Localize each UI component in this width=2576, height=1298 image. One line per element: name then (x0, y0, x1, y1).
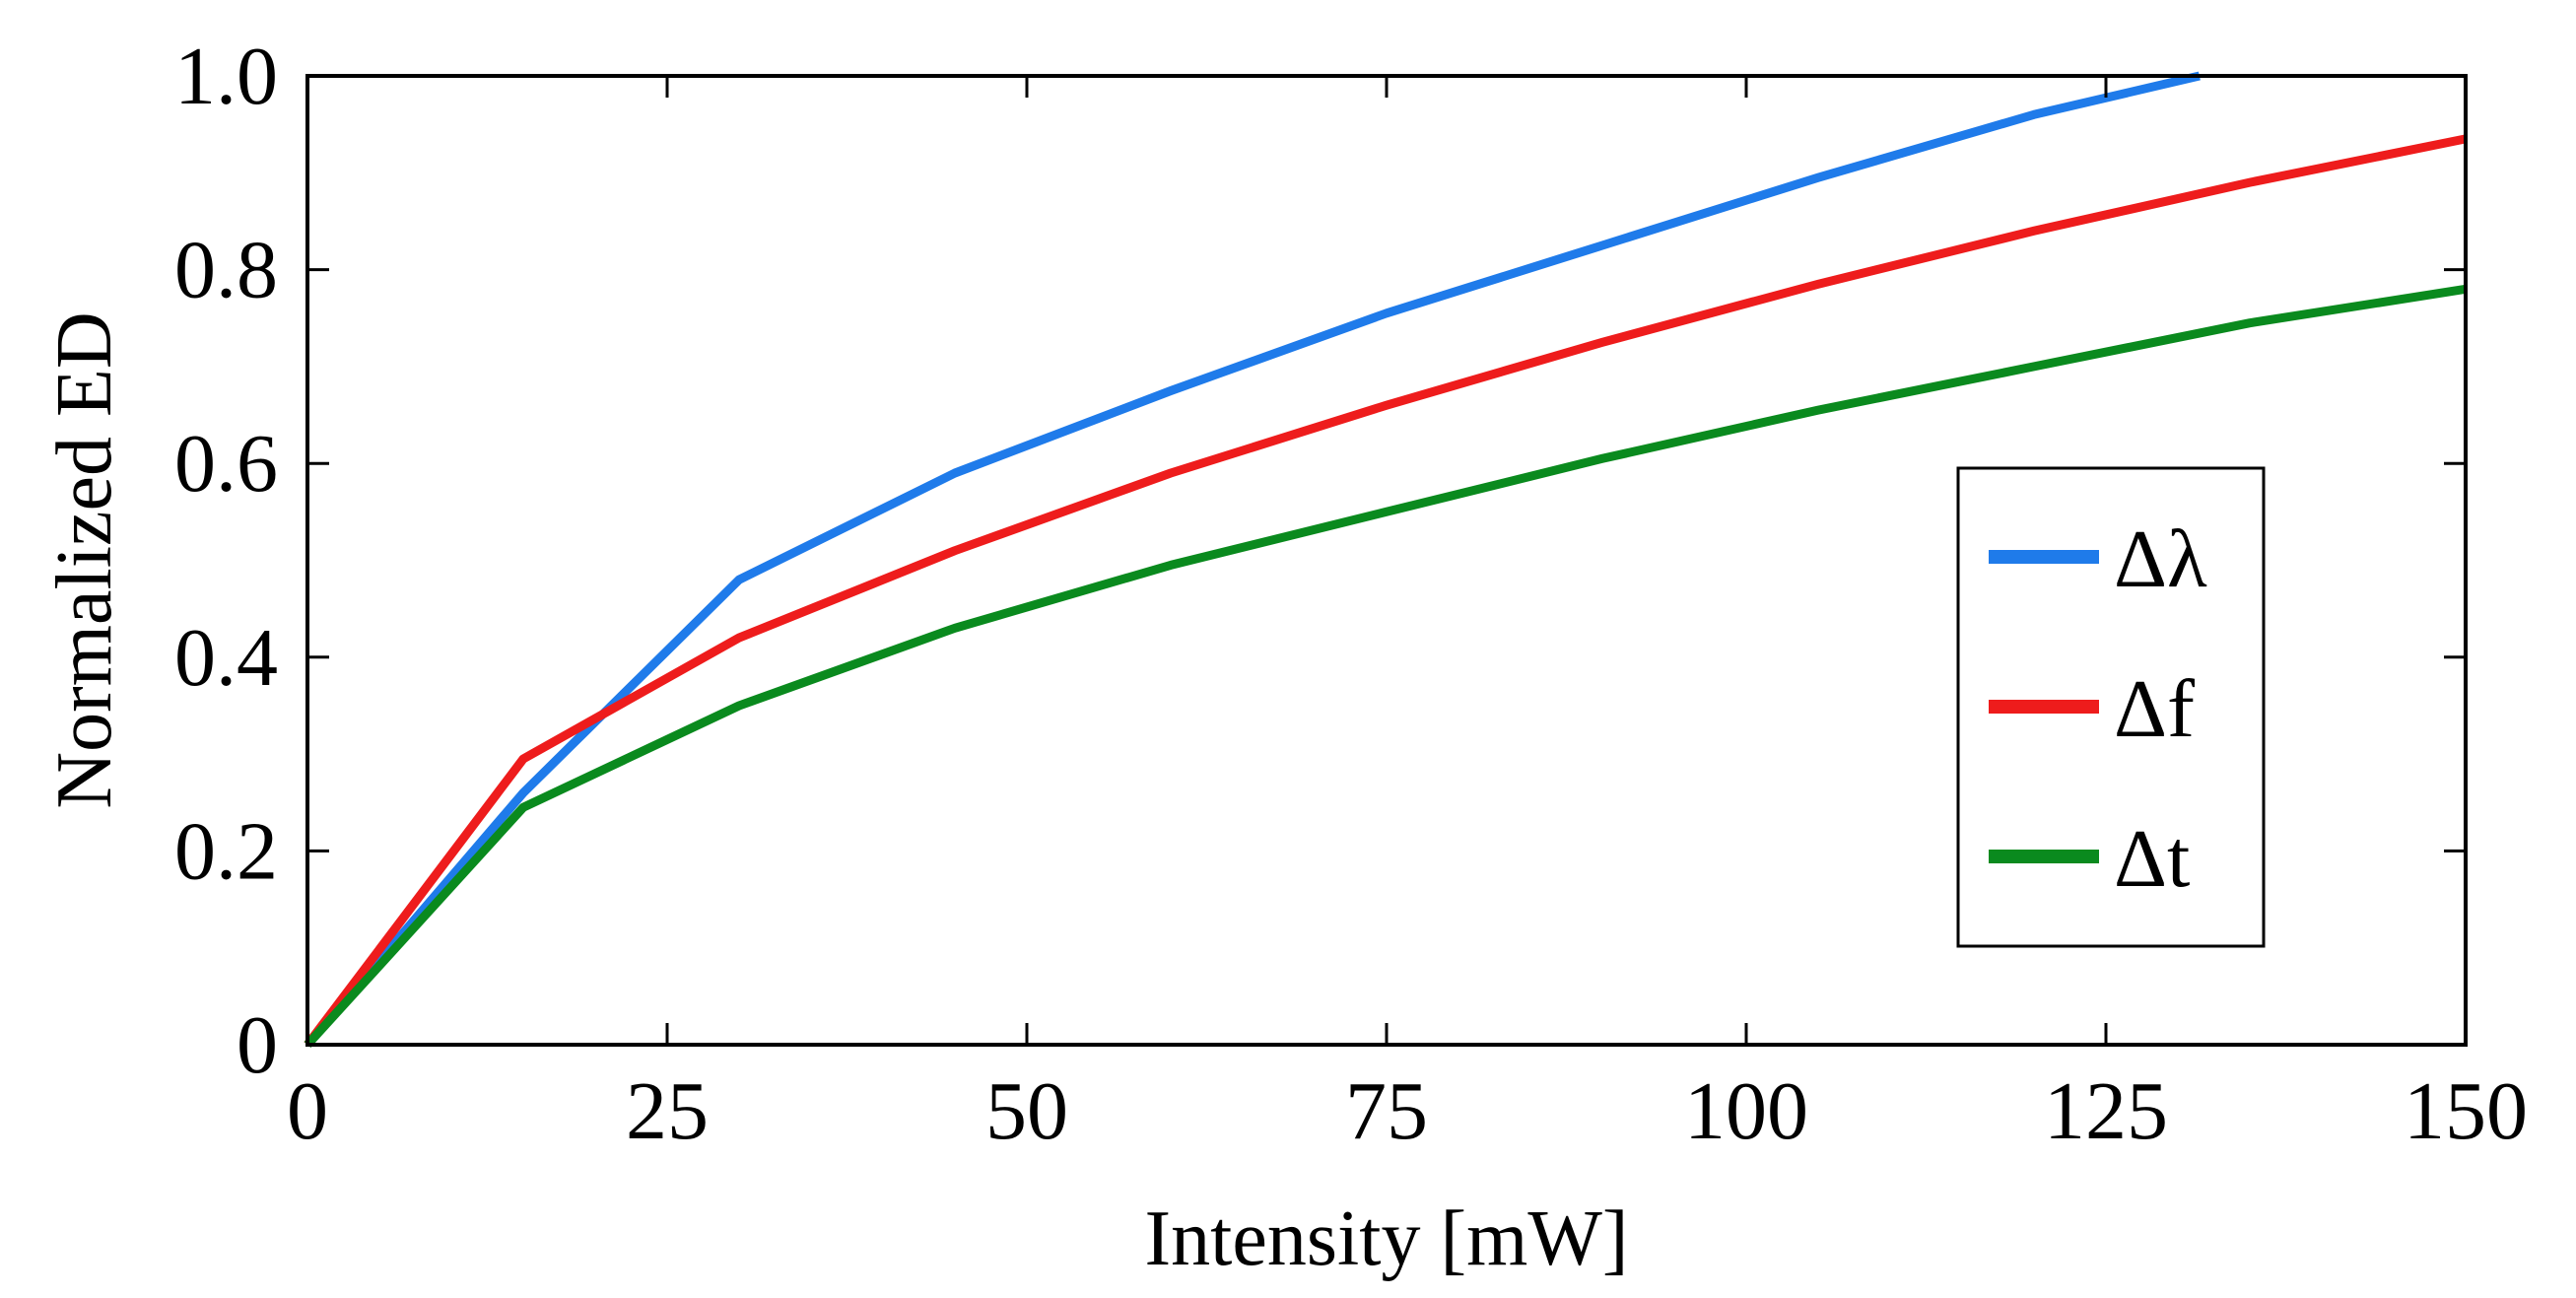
y-tick-label: 0.6 (174, 418, 278, 510)
x-tick-label: 150 (2404, 1065, 2528, 1157)
series-line (304, 134, 2467, 1048)
legend-label: Δλ (2114, 513, 2207, 605)
tick-layer: 0 25 50 75 100 125 150 0 0.2 0.4 0.6 0.8 1.0 (174, 31, 2528, 1157)
x-axis-title: Intensity [mW] (1145, 1196, 1629, 1282)
y-axis-title: Normalized ED (41, 311, 128, 808)
y-tick-label: 0 (237, 999, 278, 1091)
x-tick-label: 50 (985, 1065, 1068, 1157)
x-tick-label: 125 (2044, 1065, 2168, 1157)
series-line (304, 71, 2201, 1048)
series-layer (304, 71, 2467, 1049)
x-tick-label: 100 (1684, 1065, 1808, 1157)
legend-label: Δt (2114, 813, 2190, 905)
y-tick-label: 1.0 (174, 31, 278, 122)
y-tick-label: 0.2 (174, 805, 278, 897)
x-tick-label: 25 (626, 1065, 709, 1157)
legend: Δλ Δf Δt (1956, 466, 2266, 948)
x-tick-label: 0 (287, 1065, 328, 1157)
y-tick-label: 0.8 (174, 225, 278, 316)
series-line (304, 284, 2467, 1049)
legend-items: Δλ Δf Δt (1989, 513, 2207, 905)
y-tick-label: 0.4 (174, 612, 278, 704)
legend-label: Δf (2114, 663, 2195, 755)
x-tick-label: 75 (1345, 1065, 1428, 1157)
